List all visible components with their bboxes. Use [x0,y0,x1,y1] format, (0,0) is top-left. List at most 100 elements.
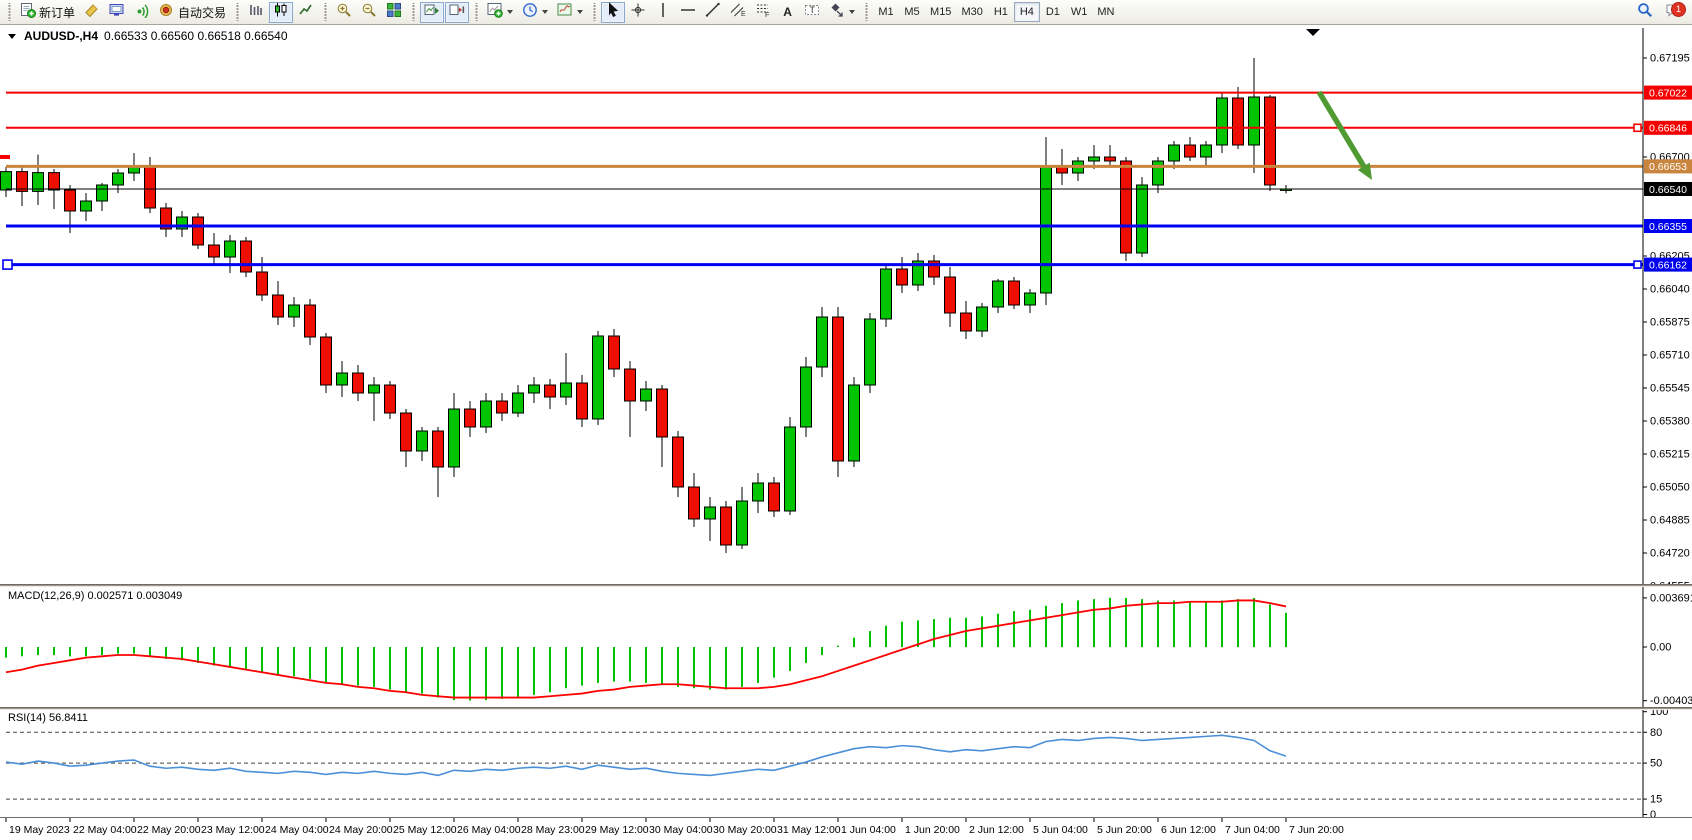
main-toolbar: 新订单 自动交易 E F A T M1 M5 M15 M30 H1 H4 D1 W1 MN 1 [0,0,1692,25]
svg-text:0.003691: 0.003691 [1650,592,1692,604]
notifications-button[interactable]: 1 [1661,1,1686,23]
chevron-down-icon [849,10,856,14]
timeframe-m5-button[interactable]: M5 [904,6,920,18]
timeframe-mn-button[interactable]: MN [1097,6,1115,18]
styler-button[interactable] [80,2,104,23]
chart-title: AUDUSD-,H4 0.66533 0.66560 0.66518 0.665… [8,29,288,43]
indicators-button[interactable] [483,2,517,23]
toolbar-grip[interactable] [591,3,598,21]
signals-button[interactable] [130,2,154,23]
pane-border [0,817,1692,818]
timeframe-w1-button[interactable]: W1 [1070,6,1088,18]
time-axis[interactable]: 19 May 2023 22 May 04:00 22 May 20:00 23 Ma… [0,818,1692,840]
templates-button[interactable] [553,2,587,23]
macd-values: 0.002571 0.003049 [87,590,183,602]
rsi-indicator-label: RSI(14) 56.8411 [8,712,88,724]
chevron-down-icon [577,10,584,14]
crosshair-tool-button[interactable] [626,2,650,23]
svg-text:0.64555: 0.64555 [1650,581,1690,586]
autotrade-button[interactable]: 自动交易 [155,2,230,23]
chart-shift-icon [449,2,465,23]
price-chart-pane[interactable]: 0.67195 0.66700 0.66205 0.66040 0.65875 0.657… [0,28,1692,585]
svg-text:0.67195: 0.67195 [1650,53,1690,65]
timeframe-h1-button[interactable]: H1 [993,6,1008,18]
pane-splitter[interactable] [0,585,1692,587]
rsi-canvas[interactable]: 100 80 50 15 0 [0,710,1692,817]
rsi-pane[interactable]: 100 80 50 15 0 [0,710,1692,817]
chevron-down-icon [507,10,514,14]
symbol-dropdown-icon[interactable] [8,33,16,39]
macd-name: MACD(12,26,9) [8,590,85,602]
zoom-out-icon [361,2,377,23]
crosshair-icon [630,2,646,23]
timeframe-h4-button[interactable]: H4 [1013,2,1040,22]
toolbar-grip[interactable] [410,3,417,21]
svg-text:E: E [741,11,746,18]
chevron-down-icon [542,10,549,14]
indicators-icon [487,2,503,23]
svg-text:0.64885: 0.64885 [1650,515,1690,527]
text-tool-button[interactable]: A [776,2,799,23]
svg-text:0.66846: 0.66846 [1649,123,1687,135]
bar-chart-button[interactable] [244,2,268,23]
equidistant-channel-icon: E [730,2,746,23]
new-order-button[interactable]: 新订单 [16,2,79,23]
pane-splitter[interactable] [0,708,1692,710]
zoom-in-icon [336,2,352,23]
time-axis-canvas[interactable]: 19 May 2023 22 May 04:00 22 May 20:00 23 Ma… [0,818,1692,840]
candle-chart-icon [273,2,289,23]
timeframe-m30-button[interactable]: M30 [961,6,983,18]
timeframe-bar: M1 M5 M15 M30 H1 H4 D1 W1 MN [873,2,1119,22]
label-tool-icon: T [804,2,820,23]
profiles-icon [109,2,125,23]
svg-text:0.64720: 0.64720 [1650,548,1690,560]
vertical-line-icon [655,2,671,23]
svg-text:0.65545: 0.65545 [1650,383,1690,395]
toolbar-grip[interactable] [322,3,329,21]
timeframe-m15-button[interactable]: M15 [930,6,952,18]
search-button[interactable] [1633,2,1657,23]
styler-brush-icon [84,2,100,23]
tile-windows-button[interactable] [382,2,406,23]
svg-text:0.65875: 0.65875 [1650,317,1690,329]
svg-text:26 May 04:00: 26 May 04:00 [457,824,521,836]
channel-tool-button[interactable]: E [726,2,750,23]
svg-text:0: 0 [1650,809,1656,817]
svg-text:0.67022: 0.67022 [1649,87,1687,99]
svg-text:0.66162: 0.66162 [1649,259,1687,271]
horizontal-line-tool-button[interactable] [676,2,700,23]
label-tool-button[interactable]: T [800,2,824,23]
macd-pane[interactable]: 0.003691 0.00 -0.004037 [0,587,1692,708]
trendline-tool-button[interactable] [701,2,725,23]
zoom-out-button[interactable] [357,2,381,23]
price-chart-canvas[interactable]: 0.671950.667000.662050.660400.658750.657… [0,28,1692,585]
shapes-tool-button[interactable] [825,2,859,23]
tile-windows-icon [386,2,402,23]
periods-button[interactable] [518,2,552,23]
toolbar-grip[interactable] [473,3,480,21]
line-chart-button[interactable] [294,2,318,23]
auto-scroll-button[interactable] [420,1,445,23]
macd-canvas[interactable]: 0.003691 0.00 -0.004037 [0,587,1692,708]
profiles-button[interactable] [105,2,129,23]
vertical-line-tool-button[interactable] [651,2,675,23]
toolbar-grip[interactable] [6,3,12,21]
zoom-in-button[interactable] [332,2,356,23]
svg-text:80: 80 [1650,727,1662,739]
fibonacci-icon: F [755,2,771,23]
cursor-tool-button[interactable] [601,1,626,23]
svg-text:5 Jun 04:00: 5 Jun 04:00 [1033,824,1088,836]
svg-text:28 May 23:00: 28 May 23:00 [521,824,585,836]
svg-text:7 Jun 20:00: 7 Jun 20:00 [1289,824,1344,836]
fibonacci-tool-button[interactable]: F [751,2,775,23]
chart-shift-button[interactable] [445,1,470,23]
svg-text:0.66355: 0.66355 [1649,221,1687,233]
candle-chart-button[interactable] [269,1,294,23]
svg-text:1 Jun 20:00: 1 Jun 20:00 [905,824,960,836]
timeframe-m1-button[interactable]: M1 [878,6,894,18]
timeframe-d1-button[interactable]: D1 [1045,6,1060,18]
toolbar-grip[interactable] [863,3,870,21]
auto-scroll-icon [424,2,440,23]
svg-text:19 May 2023: 19 May 2023 [9,824,70,836]
toolbar-grip[interactable] [234,3,241,21]
